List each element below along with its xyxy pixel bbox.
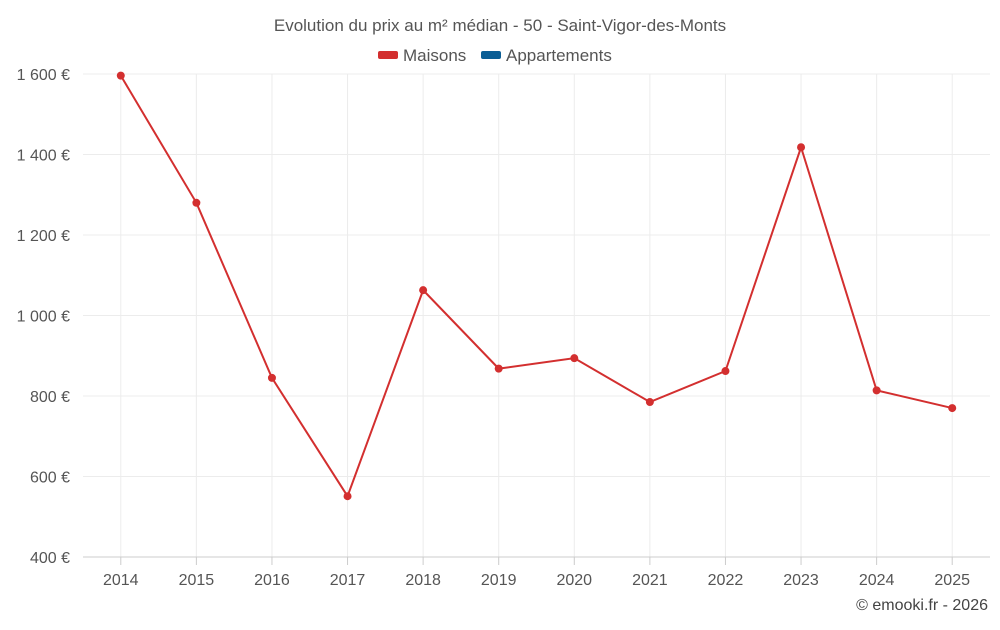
x-tick-label: 2025 — [934, 572, 970, 589]
series-group — [116, 71, 957, 501]
x-tick-label: 2021 — [632, 572, 668, 589]
y-tick-label: 600 € — [30, 470, 70, 487]
data-point[interactable] — [948, 404, 957, 413]
data-point[interactable] — [267, 373, 276, 382]
legend-item-maisons[interactable]: Maisons — [378, 46, 466, 65]
x-tick-label: 2015 — [179, 572, 215, 589]
y-tick-label: 1 400 € — [17, 148, 70, 165]
y-tick-label: 1 000 € — [17, 309, 70, 326]
data-point[interactable] — [494, 364, 503, 373]
x-axis-ticks — [120, 557, 953, 565]
chart-title: Evolution du prix au m² médian - 50 - Sa… — [274, 16, 726, 35]
legend-label-appartements: Appartements — [506, 46, 612, 65]
x-tick-label: 2024 — [859, 572, 895, 589]
y-tick-label: 800 € — [30, 389, 70, 406]
data-point[interactable] — [343, 492, 352, 501]
data-point[interactable] — [721, 367, 730, 376]
legend[interactable]: Maisons Appartements — [378, 46, 612, 65]
y-gridlines — [83, 73, 990, 477]
data-point[interactable] — [872, 386, 881, 395]
x-tick-label: 2023 — [783, 572, 819, 589]
y-tick-label: 1 600 € — [17, 67, 70, 84]
x-tick-label: 2014 — [103, 572, 139, 589]
x-gridlines — [120, 74, 953, 557]
data-point[interactable] — [419, 286, 428, 295]
x-tick-label: 2020 — [556, 572, 592, 589]
y-axis-labels: 400 € 600 € 800 € 1 000 € 1 200 € 1 400 € 1 60… — [17, 67, 70, 567]
data-point[interactable] — [116, 71, 125, 80]
data-point[interactable] — [570, 354, 579, 363]
legend-label-maisons: Maisons — [403, 46, 466, 65]
x-tick-label: 2016 — [254, 572, 290, 589]
x-tick-label: 2022 — [708, 572, 744, 589]
data-point[interactable] — [192, 198, 201, 207]
x-axis-labels: 2014 2015 2016 2017 2018 2019 2020 2021 2022 2023… — [103, 572, 970, 589]
y-tick-label: 1 200 € — [17, 228, 70, 245]
x-tick-label: 2017 — [330, 572, 366, 589]
data-point[interactable] — [797, 143, 806, 152]
series-line-maisons — [119, 75, 953, 499]
y-tick-label: 400 € — [30, 550, 70, 567]
legend-swatch-maisons — [378, 51, 398, 59]
legend-swatch-appartements — [481, 51, 501, 59]
x-tick-label: 2018 — [405, 572, 441, 589]
legend-item-appartements[interactable]: Appartements — [481, 46, 612, 65]
credit-text: © emooki.fr - 2026 — [856, 597, 988, 614]
x-tick-label: 2019 — [481, 572, 517, 589]
data-point[interactable] — [645, 398, 654, 407]
